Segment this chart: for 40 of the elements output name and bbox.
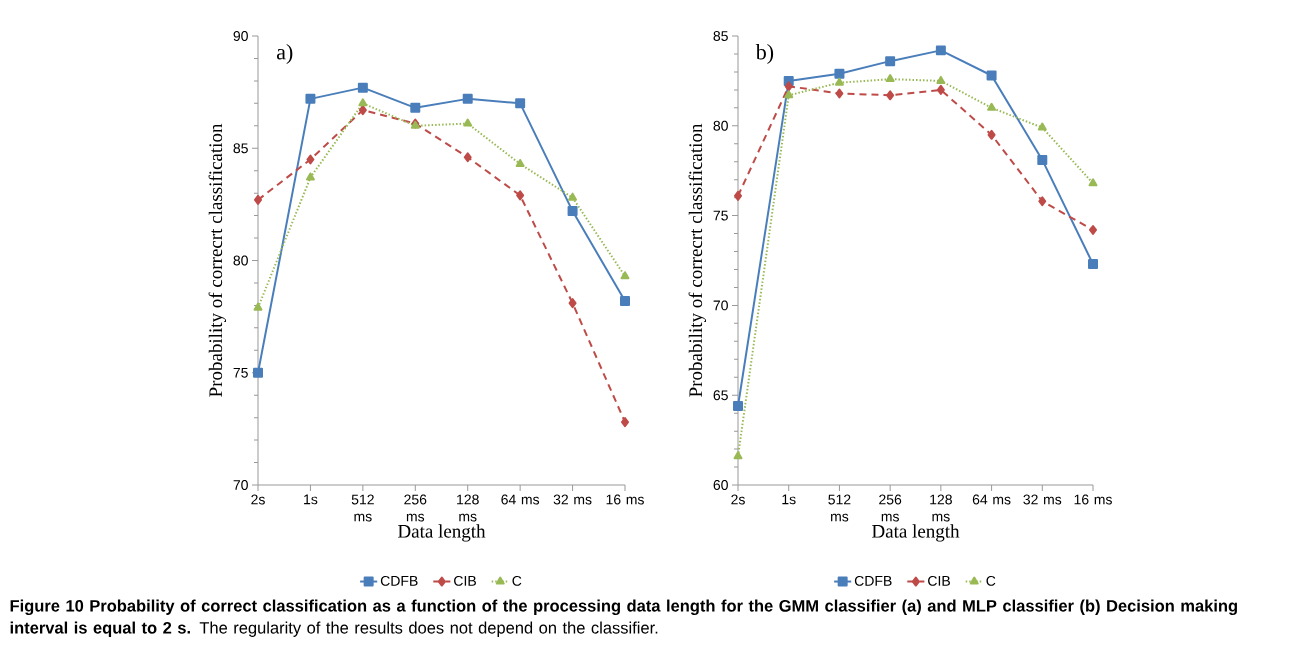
annotation: b) (755, 44, 774, 64)
x-tick-label: 2s (731, 494, 745, 505)
legend-label: CIB (454, 575, 476, 586)
text: Figure 10 Probability of correct classification as a function of the processing data length for the GMM classifier (a) and MLP classifier (b) Decision making interval is equal to 2 s. The regularity of the results does not depend on the classifier. (10, 599, 1237, 637)
legend-label: CDFB (854, 575, 892, 586)
x-tick-label: 128 ms (930, 494, 952, 522)
legend-label: CDFB (380, 575, 418, 586)
x-tick-label: 512 ms (828, 494, 851, 522)
x-tick-label: 16 ms (606, 494, 644, 505)
x-tick-label: 256 ms (879, 494, 902, 522)
y-axis-title: Probability of correcrt classification (688, 123, 707, 397)
x-tick-label: 32 ms (553, 494, 592, 505)
x-tick-label: 128 ms (457, 494, 479, 522)
y-tick-label: 85 (713, 31, 728, 41)
y-tick-label: 75 (233, 367, 248, 378)
annotation: a) (276, 44, 293, 64)
x-tick-label: 64 ms (501, 494, 540, 505)
y-tick-label: 75 (713, 210, 728, 221)
y-axis-title: Probability of correcrt classification (208, 123, 227, 397)
y-tick-label: 80 (233, 255, 248, 266)
x-tick-label: 1s (782, 494, 796, 505)
legend-label: CIB (928, 575, 950, 586)
legend-label: C (512, 575, 522, 586)
x-tick-label: 512 ms (351, 494, 374, 522)
x-tick-label: 16 ms (1074, 494, 1112, 505)
y-tick-label: 60 (713, 480, 728, 490)
legend-label: C (986, 575, 996, 586)
x-tick-label: 2s (251, 494, 265, 505)
x-tick-label: 1s (304, 494, 318, 505)
y-tick-label: 65 (713, 390, 728, 401)
x-tick-label: 64 ms (972, 494, 1011, 505)
x-axis-title: Data length (872, 524, 960, 542)
y-tick-label: 80 (713, 120, 728, 131)
y-tick-label: 70 (233, 480, 248, 490)
x-axis-title: Data length (398, 524, 486, 542)
y-tick-label: 90 (233, 31, 248, 41)
x-tick-label: 32 ms (1023, 494, 1062, 505)
x-tick-label: 256 ms (404, 494, 427, 522)
y-tick-label: 85 (233, 143, 248, 154)
y-tick-label: 70 (713, 300, 728, 311)
